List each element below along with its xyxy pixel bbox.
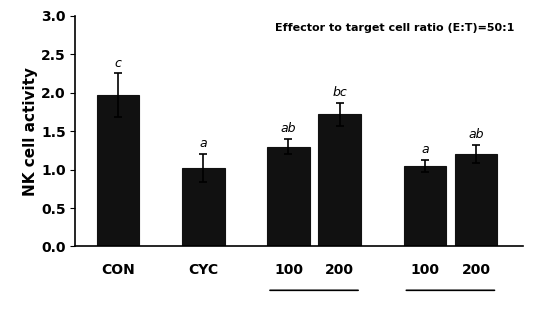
Text: a: a [421, 143, 429, 156]
Bar [267, 147, 310, 246]
Text: 200: 200 [325, 263, 354, 276]
Text: c: c [115, 57, 121, 70]
Text: Effector to target cell ratio (E:T)=50:1: Effector to target cell ratio (E:T)=50:1 [274, 23, 514, 33]
Text: bc: bc [332, 86, 347, 99]
Text: ab: ab [468, 128, 483, 141]
Bar [182, 168, 225, 246]
Text: CYC: CYC [188, 263, 218, 276]
Bar [455, 154, 497, 246]
Y-axis label: NK cell activity: NK cell activity [23, 67, 38, 196]
Text: 100: 100 [410, 263, 439, 276]
Bar [319, 114, 361, 246]
Bar [97, 95, 140, 246]
Text: ab: ab [281, 122, 296, 135]
Text: 200: 200 [461, 263, 490, 276]
Bar [404, 166, 446, 246]
Text: 100: 100 [274, 263, 303, 276]
Text: a: a [199, 137, 207, 150]
Text: CON: CON [101, 263, 135, 276]
